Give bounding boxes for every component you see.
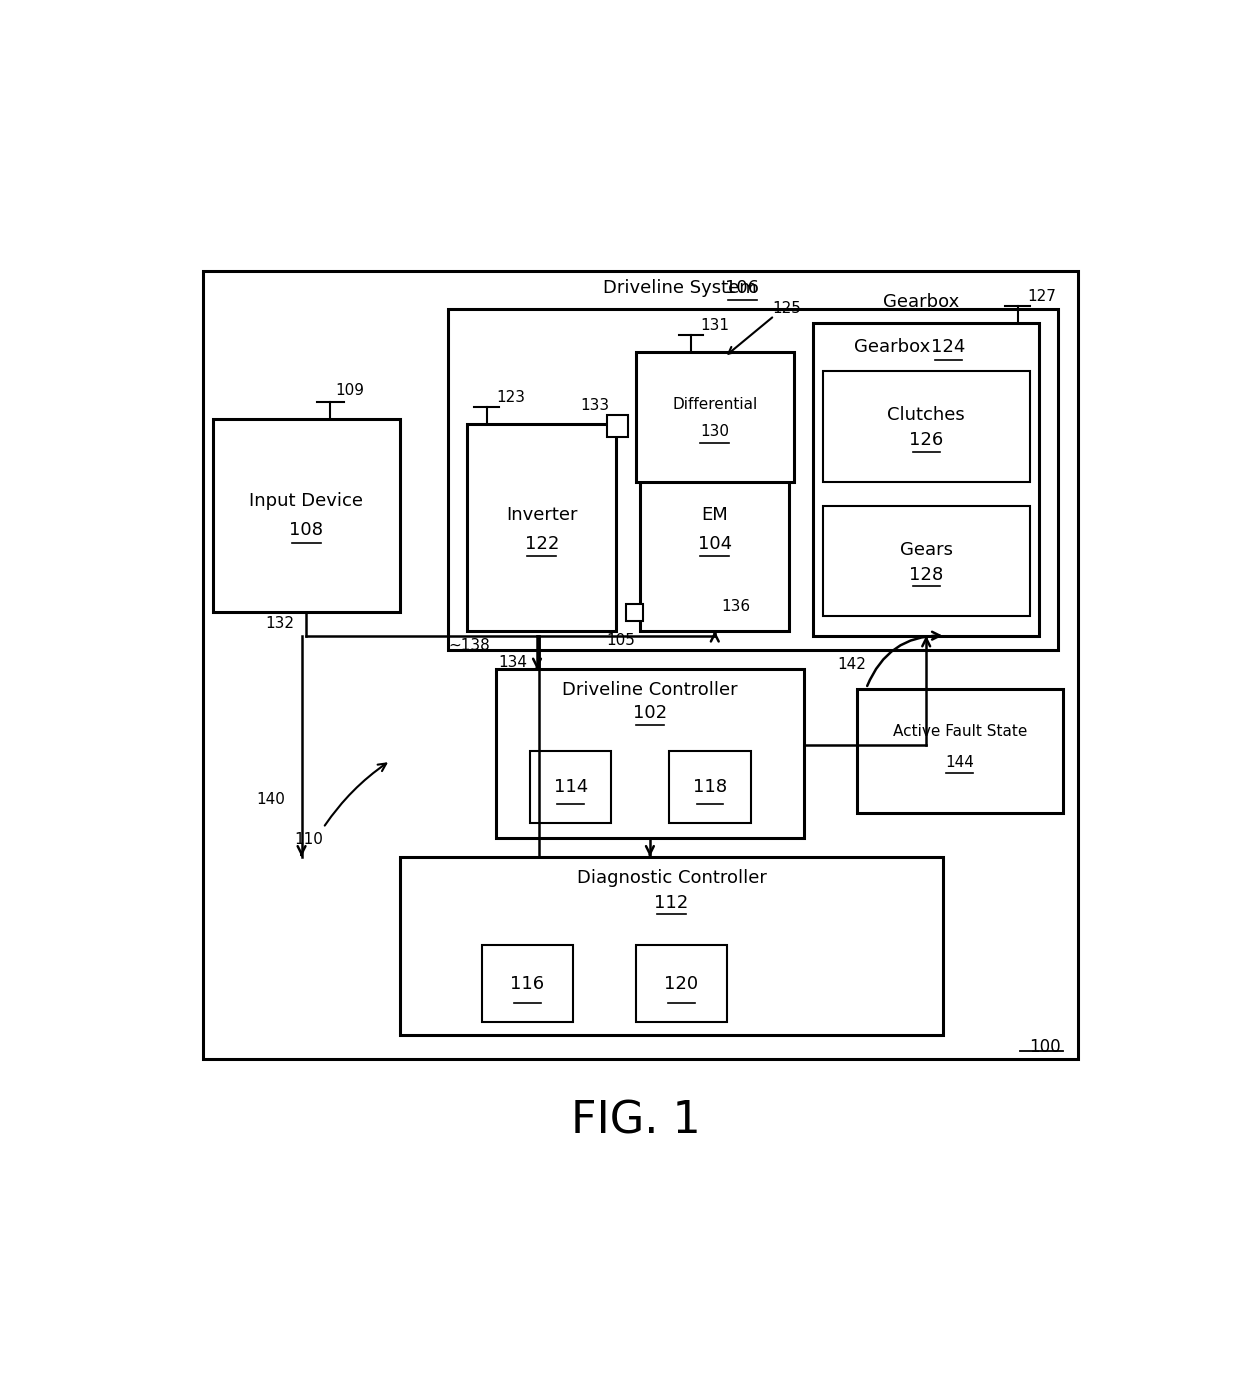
Text: 105: 105 xyxy=(606,633,636,649)
Bar xyxy=(529,752,611,823)
Text: 131: 131 xyxy=(701,317,729,333)
Bar xyxy=(606,415,627,437)
Text: Active Fault State: Active Fault State xyxy=(893,724,1027,739)
Text: 114: 114 xyxy=(553,778,588,796)
Text: 127: 127 xyxy=(1028,290,1056,303)
Text: 110: 110 xyxy=(294,832,324,846)
Text: 102: 102 xyxy=(632,703,667,721)
Bar xyxy=(670,752,750,823)
Text: Diagnostic Controller: Diagnostic Controller xyxy=(577,869,766,887)
Text: 112: 112 xyxy=(655,894,688,912)
Bar xyxy=(496,670,804,838)
Text: 132: 132 xyxy=(265,615,294,631)
Text: 116: 116 xyxy=(511,974,544,992)
Text: Driveline System: Driveline System xyxy=(603,278,756,296)
Bar xyxy=(626,604,644,621)
Text: Inverter: Inverter xyxy=(506,507,578,523)
Text: 123: 123 xyxy=(496,390,525,405)
Text: Gears: Gears xyxy=(900,540,952,558)
Bar xyxy=(813,323,1039,636)
Text: 136: 136 xyxy=(722,600,750,614)
Bar xyxy=(481,945,573,1022)
Text: EM: EM xyxy=(702,507,728,523)
Text: 108: 108 xyxy=(289,521,324,539)
Text: 142: 142 xyxy=(837,657,867,672)
Text: Clutches: Clutches xyxy=(888,406,965,425)
Text: 130: 130 xyxy=(701,425,729,438)
Text: 122: 122 xyxy=(525,535,559,553)
Text: Gearbox: Gearbox xyxy=(883,294,960,312)
Text: 125: 125 xyxy=(773,302,801,316)
Text: Driveline Controller: Driveline Controller xyxy=(562,682,738,699)
Text: 144: 144 xyxy=(945,754,975,770)
Bar xyxy=(401,856,942,1034)
Bar xyxy=(640,425,790,631)
Text: 118: 118 xyxy=(693,778,727,796)
Text: Differential: Differential xyxy=(672,397,758,412)
Text: 104: 104 xyxy=(698,535,732,553)
Text: 106: 106 xyxy=(725,278,759,296)
Bar xyxy=(857,689,1063,813)
Text: 124: 124 xyxy=(931,338,965,356)
Bar xyxy=(823,505,1029,617)
Text: Gearbox: Gearbox xyxy=(854,338,930,356)
Bar xyxy=(467,425,616,631)
Text: 134: 134 xyxy=(498,656,527,670)
Bar xyxy=(823,372,1029,482)
Text: 140: 140 xyxy=(257,792,285,806)
Text: 120: 120 xyxy=(665,974,698,992)
Text: 133: 133 xyxy=(580,398,610,413)
Bar xyxy=(635,945,727,1022)
Bar xyxy=(635,352,794,482)
Text: 128: 128 xyxy=(909,565,944,583)
Text: FIG. 1: FIG. 1 xyxy=(570,1100,701,1143)
Bar xyxy=(203,270,1078,1058)
Bar xyxy=(213,419,401,611)
Text: 100: 100 xyxy=(1029,1038,1061,1057)
Text: 109: 109 xyxy=(335,383,365,398)
Text: Input Device: Input Device xyxy=(249,493,363,509)
Text: ~138: ~138 xyxy=(449,638,490,653)
Text: 126: 126 xyxy=(909,432,944,450)
Bar xyxy=(448,309,1059,650)
